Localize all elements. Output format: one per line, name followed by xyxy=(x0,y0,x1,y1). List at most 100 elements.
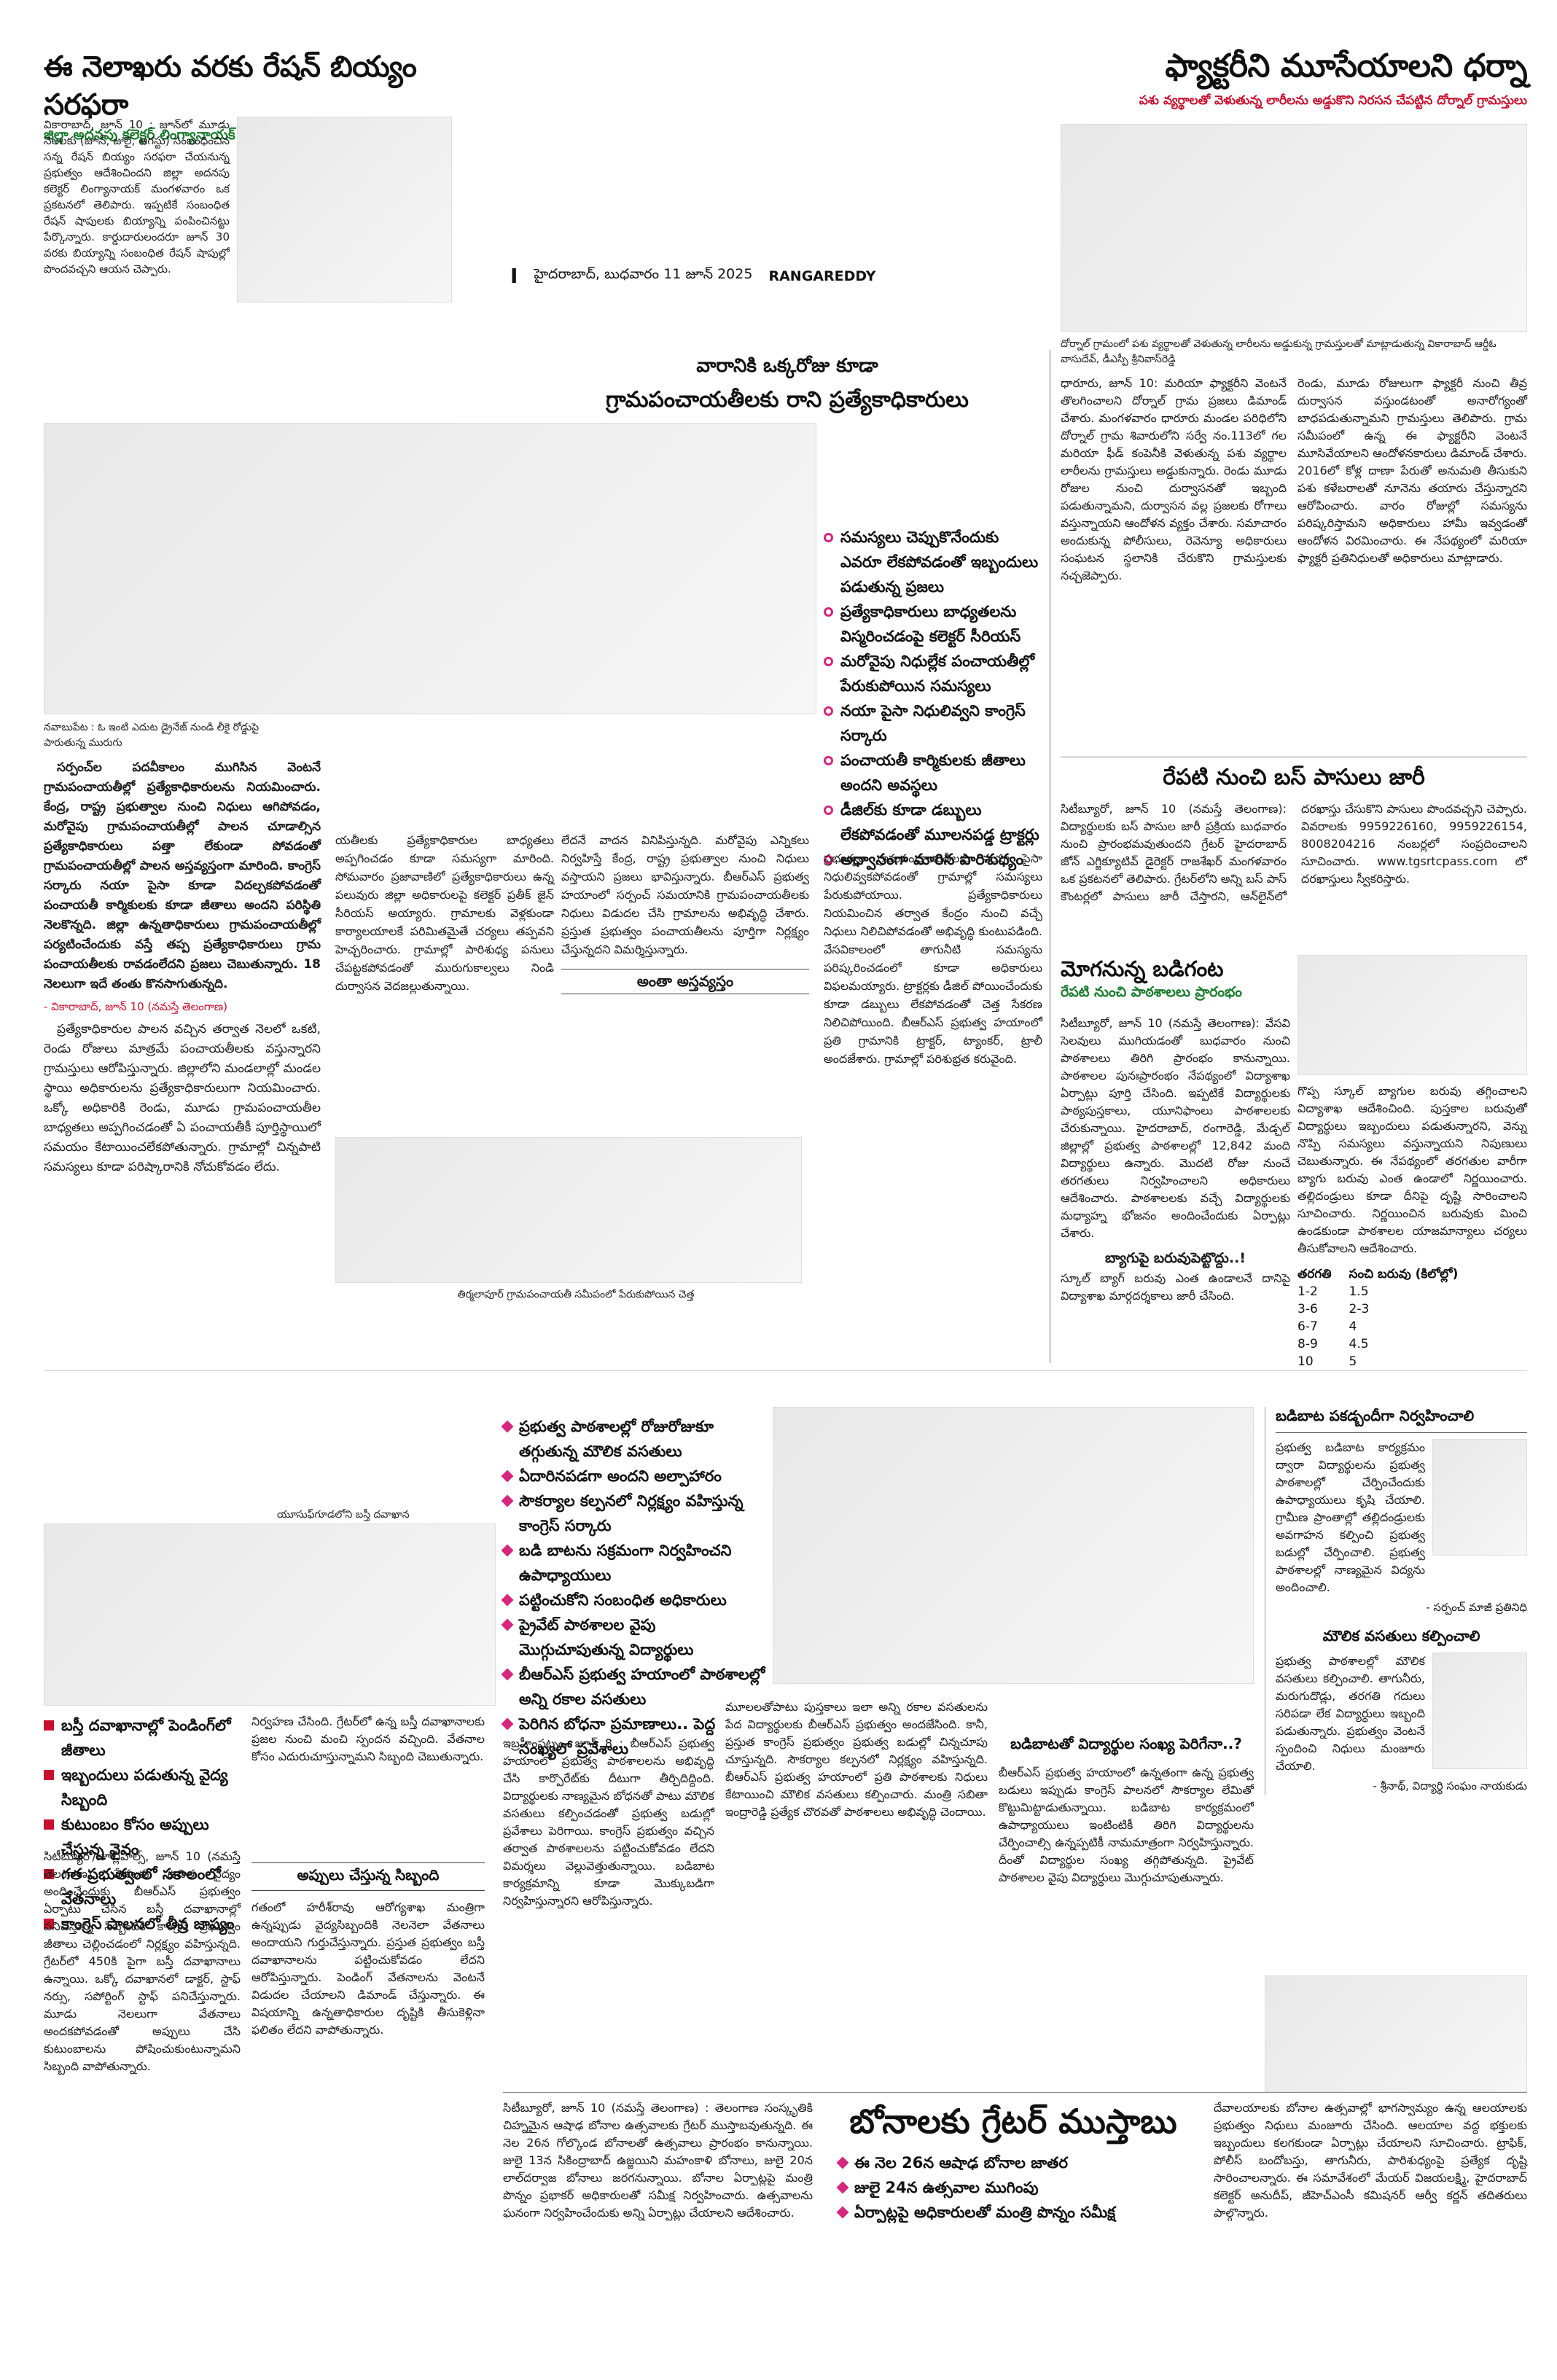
bullet-item: పెరిగిన బోధనా ప్రమాణాలు.. పెద్ద సంఖ్యలో … xyxy=(501,1712,765,1761)
table-row: 6-7 4 xyxy=(1298,1319,1357,1334)
bullet-dot-icon xyxy=(824,756,833,765)
table-row: 10 5 xyxy=(1298,1354,1357,1369)
edition-label: RANGAREDDY xyxy=(768,268,876,284)
basti-bullets: బస్తీ దవాఖానాల్లో పెండింగ్‌లో జీతాలు ఇబ్… xyxy=(44,1713,241,1936)
half-page-rule xyxy=(44,1370,1527,1371)
bullet-item: గత ప్రభుత్వంలో సకాలంలో వేతనాలు xyxy=(44,1862,241,1911)
special-officers-col1: సర్పంచ్‌ల పదవీకాలం ముగిసిన వెంటనే గ్రామప… xyxy=(44,760,321,1174)
photo-portrait xyxy=(1432,1653,1527,1769)
bullet-item: సమస్యలు చెప్పుకొనేందుకు ఎవరూ లేకపోవడంతో … xyxy=(824,525,1042,599)
bullet-dot-icon xyxy=(824,533,833,542)
photo-drainage xyxy=(44,423,816,714)
bullet-dot-icon xyxy=(824,706,833,716)
special-officers-col2: యతీలకు ప్రత్యేకాధికారుల బాధ్యతలు అప్పగిం… xyxy=(335,833,554,993)
photo-garbage xyxy=(335,1137,802,1283)
headline: ఈ నెలాఖరు వరకు రేషన్ బియ్యం సరఫరా xyxy=(44,50,417,122)
basti-col3: గతంలో హరీశ్‌రావు ఆరోగ్యశాఖ మంత్రిగా ఉన్న… xyxy=(251,1900,485,2037)
subhead: పశు వ్యర్థాలతో వెళుతున్న లారీలను అడ్డుకొ… xyxy=(1139,93,1527,108)
headline-line-1: వారానికి ఒక్కరోజు కూడా xyxy=(696,355,878,377)
bullet-item: ప్రైవేట్ పాఠశాలల వైపు మొగ్గుచూపుతున్న వి… xyxy=(501,1612,765,1662)
bag-weight-table: తరగతి సంచి బరువు (కిలోల్లో) 1-2 1.5 3-6 2-… xyxy=(1298,1265,1527,1370)
photo-caption-drainage: నవాబుపేట : ఓ ఇంటి ఎదుట డ్రైనేజ్ నుండి లీ… xyxy=(44,722,260,749)
bullet-square-icon xyxy=(44,1869,54,1879)
side-box-title: బడిబాట పకడ్బందీగా నిర్వహించాలి xyxy=(1276,1407,1527,1433)
bullet-diamond-icon xyxy=(836,2206,849,2219)
bullet-square-icon xyxy=(44,1770,54,1780)
subhead-bag: బ్యాగుపై బరువుపెట్టొద్దు..! xyxy=(1105,1250,1246,1266)
bullet-item: ప్రభుత్వ పాఠశాలల్లో రోజురోజుకూ తగ్గుతున్… xyxy=(501,1414,765,1464)
bullet-item: ప్రత్యేకాధికారులు బాధ్యతలను విస్మరించడంప… xyxy=(824,599,1042,649)
bullet-item: ఏర్పాట్లపై అధికారులతో మంత్రి పొన్నం సమీక… xyxy=(836,2200,1203,2225)
subhead-rule: అంతా అస్తవ్యస్తం xyxy=(561,969,809,994)
bullet-item: పట్టించుకోని సంబంధిత అధికారులు xyxy=(501,1588,765,1612)
school-bell-body-left: సిటీబ్యూరో, జూన్ 10 (నమస్తే తెలంగాణ): వే… xyxy=(1061,1016,1290,1303)
bullet-diamond-icon xyxy=(501,1494,514,1507)
bullet-item: సౌకర్యాల కల్పనలో నిర్లక్ష్యం వహిస్తున్న … xyxy=(501,1489,765,1538)
table-header: సంచి బరువు (కిలోల్లో) xyxy=(1349,1267,1459,1281)
bus-pass-body: సిటీబ్యూరో, జూన్ 10 (నమస్తే తెలంగాణ): వి… xyxy=(1061,802,1527,903)
story-ration: ఈ నెలాఖరు వరకు రేషన్ బియ్యం సరఫరా జిల్లా… xyxy=(44,48,452,147)
schools-col1: ఇబ్రహీంపట్నం, జూన్ 8 : బీఆర్ఎస్ ప్రభుత్వ… xyxy=(503,1736,714,1908)
headline-line-2: గ్రామపంచాయతీలకు రాని ప్రత్యేకాధికారులు xyxy=(606,387,969,413)
photo-school xyxy=(1298,955,1527,1075)
bus-pass-headline: రేపటి నుంచి బస్ పాసులు జారీ xyxy=(1163,765,1425,790)
subhead: రేపటి నుంచి పాఠశాలలు ప్రారంభం xyxy=(1061,984,1242,1000)
bullet-diamond-icon xyxy=(501,1420,514,1433)
bullet-item: పంచాయతీ కార్మికులకు జీతాలు అందని అవస్థలు xyxy=(824,748,1042,797)
photo-factory xyxy=(1061,124,1527,332)
bullet-dot-icon xyxy=(824,805,833,815)
schools-col3: బీఆర్ఎస్ ప్రభుత్వ హయాంలో ఉన్నతంగా ఉన్న ప… xyxy=(999,1766,1254,1884)
subhead: జిల్లా అదనపు కలెక్టర్ లింగ్యానాయక్ xyxy=(44,127,235,143)
bullet-item: కాంగ్రెస్ పాలనలో తీవ్ర జాప్యం xyxy=(44,1911,241,1936)
school-bell-heading: మోగనున్న బడిగంట రేపటి నుంచి పాఠశాలలు ప్ర… xyxy=(1061,955,1308,1004)
city-date: హైదరాబాద్, బుధవారం 11 జూన్ 2025 xyxy=(534,266,753,282)
basti-subhead: అప్పులు చేస్తున్న సిబ్బంది xyxy=(251,1862,485,1891)
photo-bonalu xyxy=(1265,1975,1527,2092)
section-rule xyxy=(503,2092,1527,2093)
table-header-row: తరగతి సంచి బరువు (కిలోల్లో) xyxy=(1298,1265,1475,1283)
bullet-square-icon xyxy=(44,1919,54,1929)
bullet-item: డీజిల్‌కు కూడా డబ్బులు లేకపోవడంతో మూలనపడ… xyxy=(824,797,1042,847)
bonalu-bullets: ఈ నెల 26న ఆషాఢ బోనాల జాతర జులై 24న ఉత్సవ… xyxy=(836,2150,1203,2225)
bullet-item: ఈ నెల 26న ఆషాఢ బోనాల జాతర xyxy=(836,2150,1203,2175)
bonalu-headline: బోనాలకు గ్రేటర్ ముస్తాబు xyxy=(849,2102,1177,2141)
bullet-diamond-icon xyxy=(836,2181,849,2194)
bullet-item: అధ్వానంగా మారిన పారిశుధ్యం xyxy=(824,847,1042,872)
photo-basti xyxy=(44,1523,496,1706)
story-ration-body: వికారాబాద్, జూన్ 10 : జూన్‌లో మూడు నెలలక… xyxy=(44,118,230,276)
bullet-diamond-icon xyxy=(501,1717,514,1731)
special-officers-col4: ప్రభుత్వం గ్రామపంచాయతీలకు నయా పైసా నిధుల… xyxy=(824,851,1042,1066)
factory-body-right: రెండు, మూడు రోజులుగా ఫ్యాక్టరీ నుంచి తీవ… xyxy=(1298,376,1527,565)
story-special-officers-headline: వారానికి ఒక్కరోజు కూడా గ్రామపంచాయతీలకు ర… xyxy=(569,353,1006,415)
bullet-item: ఏదారినపడగా అందని అల్పాహారం xyxy=(501,1464,765,1489)
basti-col1: సిటీబ్యూరో/జూబ్లీహిల్స్, జూన్ 10 (నమస్తే… xyxy=(44,1849,241,2073)
schools-subhead-box: బడిబాటతో విద్యార్థుల సంఖ్య పెరిగేనా..? xyxy=(1010,1735,1242,1752)
bullet-item: బస్తీ దవాఖానాల్లో పెండింగ్‌లో జీతాలు xyxy=(44,1713,241,1763)
photo-caption-basti: యూసుఫ్‌గూడలోని బస్తీ దవాఖాన xyxy=(277,1509,410,1521)
table-header: తరగతి xyxy=(1298,1267,1332,1281)
special-officers-bullets: సమస్యలు చెప్పుకొనేందుకు ఎవరూ లేకపోవడంతో … xyxy=(824,525,1042,872)
table-row: 3-6 2-3 xyxy=(1298,1302,1370,1316)
masthead: I హైదరాబాద్, బుధవారం 11 జూన్ 2025 RANGAR… xyxy=(510,264,977,288)
photo-caption-garbage: తిర్మలాపూర్ గ్రామపంచాయతీ సమీపంలో పేరుకుప… xyxy=(457,1289,695,1300)
bullet-item: కుటుంబం కోసం అప్పులు చేస్తున్న వైనం xyxy=(44,1812,241,1862)
bullet-item: ఇబ్బందులు పడుతున్న వైద్య సిబ్బంది xyxy=(44,1763,241,1812)
factory-body-left: ధారూరు, జూన్ 10: మరియా ఫ్యాక్టరీని వెంటన… xyxy=(1061,376,1287,582)
bullet-diamond-icon xyxy=(501,1544,514,1557)
headline: మోగనున్న బడిగంట xyxy=(1061,956,1224,981)
photo-school-building xyxy=(773,1407,1254,1684)
photo-caption: దోర్నాల్ గ్రామంలో పశు వ్యర్థాలతో వెళుతున… xyxy=(1061,338,1496,365)
bullet-item: నయా పైసా నిధులివ్వని కాంగ్రెస్ సర్కారు xyxy=(824,698,1042,748)
side-byline: - శ్రీనాథ్, విద్యార్థి సంఘం నాయకుడు xyxy=(1373,1779,1527,1792)
bullet-diamond-icon xyxy=(501,1593,514,1607)
bullet-diamond-icon xyxy=(501,1618,514,1631)
bullet-item: మరోవైపు నిధుల్లేక పంచాయతీల్లో పేరుకుపోయి… xyxy=(824,649,1042,698)
bullet-dot-icon xyxy=(824,855,833,865)
bullet-diamond-icon xyxy=(501,1470,514,1483)
photo-ration xyxy=(237,117,452,303)
photo-portrait xyxy=(1432,1439,1527,1556)
special-officers-col3: లేదనే వాదన వినిపిస్తున్నది. మరోవైపు ఎన్న… xyxy=(561,831,809,1000)
byline: - వికారాబాద్, జూన్ 10 (నమస్తే తెలంగాణ) xyxy=(44,1000,227,1013)
side-byline: - సర్పంచ్ మాజీ ప్రతినిధి xyxy=(1426,1601,1527,1614)
story-factory: ఫ్యాక్టరీని మూసేయాలని ధర్నా పశు వ్యర్థాల… xyxy=(1061,45,1528,111)
